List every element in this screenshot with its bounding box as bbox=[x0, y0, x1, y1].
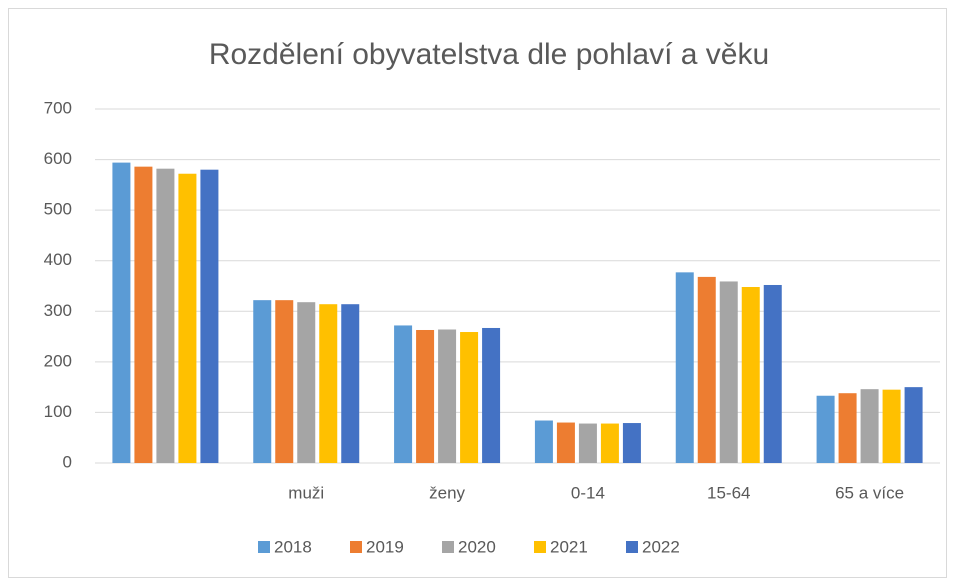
legend-swatch bbox=[534, 541, 546, 553]
bar bbox=[156, 168, 175, 463]
y-tick-label: 100 bbox=[44, 402, 72, 421]
y-tick-label: 200 bbox=[44, 351, 72, 370]
bar bbox=[112, 162, 131, 463]
bar bbox=[719, 281, 738, 463]
bar bbox=[178, 173, 197, 463]
bar bbox=[578, 423, 597, 463]
bar bbox=[394, 325, 413, 463]
bar bbox=[675, 272, 694, 463]
bar bbox=[341, 304, 360, 463]
x-tick-label: ženy bbox=[429, 483, 465, 502]
bar bbox=[816, 395, 835, 463]
x-tick-label: 65 a více bbox=[835, 483, 904, 502]
legend-label: 2022 bbox=[642, 537, 680, 556]
bar bbox=[600, 423, 619, 463]
legend-swatch bbox=[442, 541, 454, 553]
bar bbox=[460, 332, 479, 463]
bar bbox=[622, 423, 641, 463]
legend-label: 2018 bbox=[274, 537, 312, 556]
y-tick-label: 300 bbox=[44, 301, 72, 320]
x-tick-label: 15-64 bbox=[707, 483, 750, 502]
legend-swatch bbox=[350, 541, 362, 553]
bar bbox=[763, 284, 782, 463]
bar bbox=[556, 422, 575, 463]
bar bbox=[200, 169, 219, 463]
x-tick-label: 0-14 bbox=[571, 483, 605, 502]
y-tick-label: 0 bbox=[63, 452, 72, 471]
y-tick-label: 700 bbox=[44, 98, 72, 117]
y-tick-label: 400 bbox=[44, 250, 72, 269]
y-tick-label: 600 bbox=[44, 149, 72, 168]
bar bbox=[297, 302, 316, 463]
legend-label: 2020 bbox=[458, 537, 496, 556]
bar bbox=[534, 420, 553, 463]
bar bbox=[838, 393, 857, 463]
bar bbox=[253, 300, 272, 463]
bar bbox=[904, 387, 923, 463]
legend-swatch bbox=[258, 541, 270, 553]
bar bbox=[275, 300, 294, 463]
bar bbox=[416, 329, 435, 463]
bar bbox=[882, 389, 901, 463]
legend-swatch bbox=[626, 541, 638, 553]
chart-title: Rozdělení obyvatelstva dle pohlaví a věk… bbox=[209, 38, 769, 71]
bar bbox=[482, 327, 501, 463]
bar bbox=[134, 166, 153, 463]
y-tick-label: 500 bbox=[44, 200, 72, 219]
bar bbox=[319, 304, 338, 463]
legend-label: 2021 bbox=[550, 537, 588, 556]
bar bbox=[741, 287, 760, 463]
x-tick-label: muži bbox=[288, 483, 324, 502]
bar bbox=[438, 329, 457, 463]
legend-label: 2019 bbox=[366, 537, 404, 556]
bar bbox=[697, 276, 716, 463]
bar bbox=[860, 389, 879, 463]
